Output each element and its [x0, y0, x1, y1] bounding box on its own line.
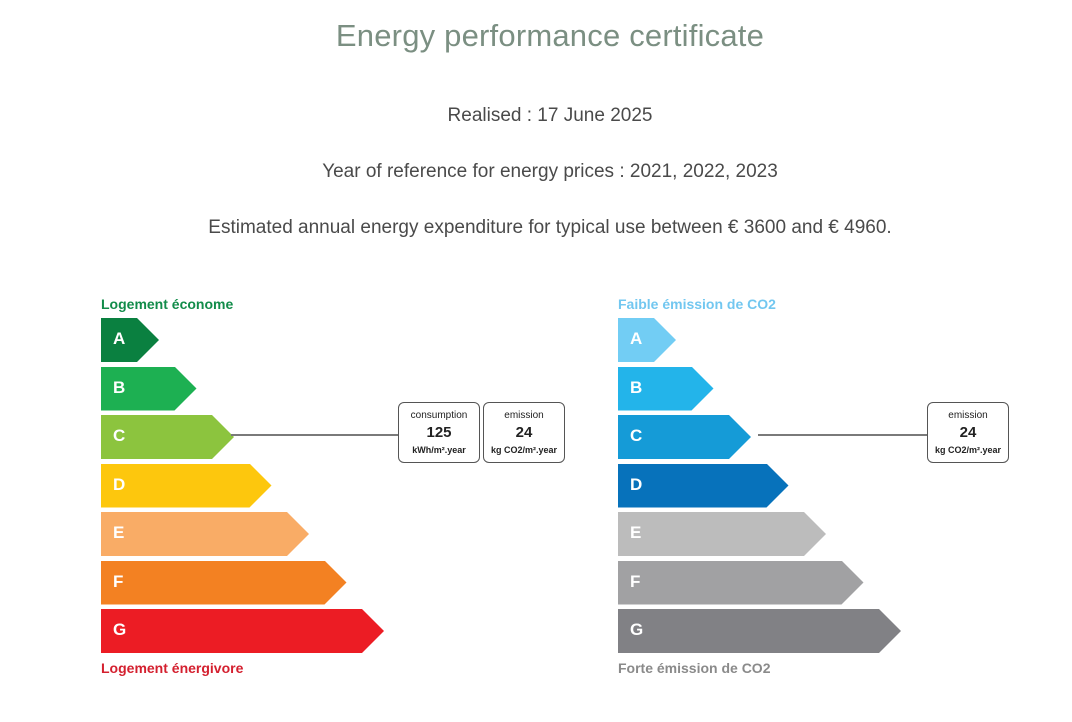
co2-class-e-label: E — [630, 523, 642, 542]
co2-class-a-bar: A — [618, 318, 676, 362]
consumption-label: consumption — [410, 410, 468, 421]
co2-rating-indicator-line — [758, 434, 928, 436]
energy-class-e-label: E — [113, 523, 125, 542]
energy-class-g-bar: G — [101, 609, 384, 653]
energy-class-a-bar: A — [101, 318, 159, 362]
consumption-value: 125 — [426, 424, 452, 441]
annual-expenditure: Estimated annual energy expenditure for … — [208, 217, 892, 238]
co2-emission-box: emission 24 kg CO2/m².year — [927, 402, 1009, 463]
energy-class-g-label: G — [113, 620, 127, 639]
co2-class-f-bar: F — [618, 561, 864, 605]
consumption-box: consumption 125 kWh/m².year — [398, 402, 480, 463]
energy-consumption-scale: Logement économe A B C D E F G consumption 125… — [101, 296, 565, 686]
energy-class-b-bar: B — [101, 367, 197, 411]
energy-class-c-bar: C — [101, 415, 234, 459]
energy-class-d-label: D — [113, 474, 126, 494]
co2-class-c-bar: C — [618, 415, 751, 459]
co2-class-e-bar: E — [618, 512, 826, 556]
co2-class-f-label: F — [630, 571, 641, 591]
co2-scale-top-label: Faible émission de CO2 — [618, 296, 776, 312]
energy-class-a-label: A — [113, 329, 126, 348]
energy-class-d-bar: D — [101, 464, 272, 508]
co2-class-c-label: C — [630, 426, 643, 445]
co2-emission-value: 24 — [959, 424, 977, 441]
co2-class-a-label: A — [630, 329, 643, 348]
energy-emission-label: emission — [504, 410, 544, 421]
energy-scale-top-label: Logement économe — [101, 296, 234, 312]
co2-scale-bottom-label: Forte émission de CO2 — [618, 660, 771, 676]
co2-emission-unit: kg CO2/m².year — [934, 445, 1002, 455]
co2-class-g-bar: G — [618, 609, 901, 653]
co2-class-b-label: B — [630, 377, 643, 397]
consumption-unit: kWh/m².year — [412, 445, 466, 455]
energy-class-e-bar: E — [101, 512, 309, 556]
realised-date: Realised : 17 June 2025 — [447, 105, 653, 126]
co2-class-d-bar: D — [618, 464, 789, 508]
energy-emission-box: emission 24 kg CO2/m².year — [483, 402, 565, 463]
energy-class-f-bar: F — [101, 561, 347, 605]
page-title: Energy performance certificate — [335, 18, 765, 53]
co2-emission-label: emission — [948, 410, 988, 421]
co2-class-g-label: G — [630, 620, 644, 639]
co2-class-d-label: D — [630, 474, 643, 494]
energy-rating-indicator-line — [231, 434, 399, 436]
co2-emission-scale: Faible émission de CO2 A B C D E F G emission … — [618, 296, 1072, 686]
co2-class-b-bar: B — [618, 367, 714, 411]
reference-years: Year of reference for energy prices : 20… — [322, 161, 778, 182]
energy-class-b-label: B — [113, 377, 126, 397]
energy-class-c-label: C — [113, 426, 126, 445]
energy-class-f-label: F — [113, 571, 124, 591]
energy-emission-value: 24 — [515, 424, 533, 441]
energy-emission-unit: kg CO2/m².year — [490, 445, 558, 455]
energy-scale-bottom-label: Logement énergivore — [101, 660, 244, 676]
